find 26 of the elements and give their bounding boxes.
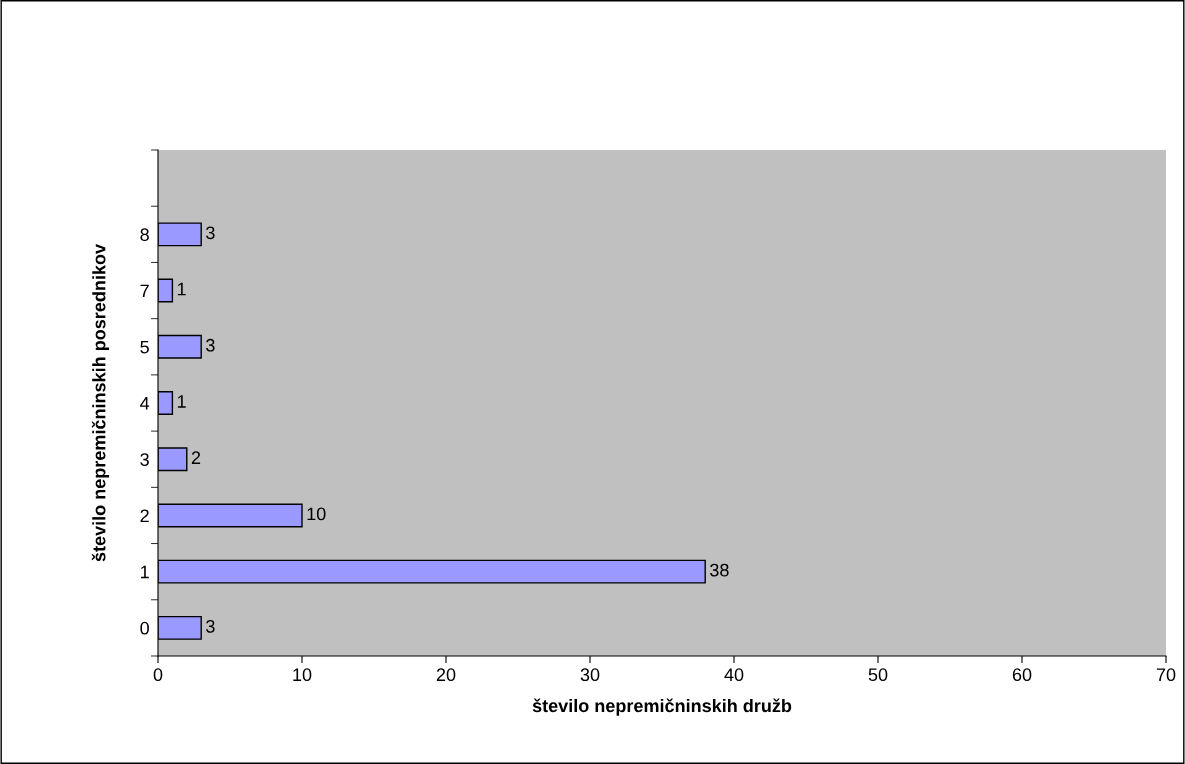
y-tick-label: 7 (140, 284, 149, 298)
x-tick-label: 0 (153, 668, 163, 682)
data-label: 38 (710, 563, 729, 577)
y-tick-label: 3 (140, 453, 149, 466)
data-label: 2 (191, 451, 201, 464)
x-tick-label: 50 (868, 668, 888, 682)
data-label: 1 (177, 282, 186, 296)
data-label: 10 (307, 507, 326, 521)
x-tick-label: 70 (1156, 668, 1176, 682)
x-tick-label: 30 (580, 668, 600, 682)
y-tick-label: 1 (141, 565, 149, 579)
y-tick-label: 4 (140, 397, 150, 410)
y-tick-label: 2 (140, 509, 149, 522)
x-tick-label: 40 (724, 668, 744, 682)
data-label: 1 (177, 395, 186, 408)
x-axis-title: število nepremičninskih družb (532, 698, 792, 716)
data-label: 3 (206, 338, 215, 352)
y-tick-label: 8 (140, 228, 149, 242)
y-tick-label: 5 (140, 340, 149, 354)
x-tick-label: 60 (1012, 668, 1032, 682)
data-label: 3 (206, 226, 215, 240)
x-tick-label: 20 (436, 668, 456, 682)
data-label: 3 (206, 619, 215, 633)
y-tick-label: 0 (140, 621, 149, 635)
x-tick-label: 10 (293, 668, 312, 682)
y-axis-title: število nepremičninskih posrednikov (91, 244, 110, 562)
